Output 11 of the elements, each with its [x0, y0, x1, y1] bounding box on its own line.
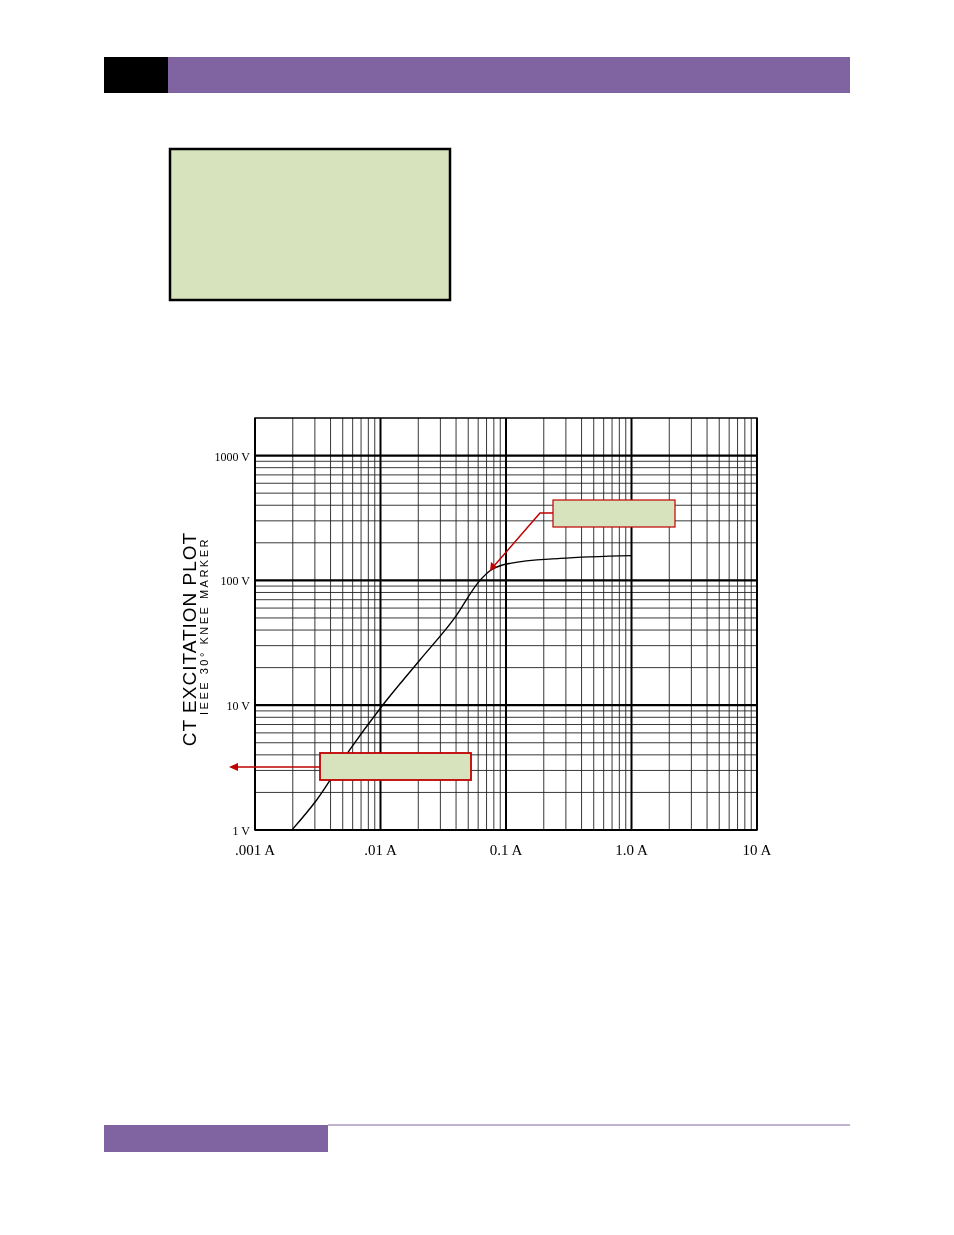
x-tick-label: 0.1 A: [489, 842, 523, 858]
y-axis-title: CT EXCITATION PLOT: [179, 531, 200, 747]
x-tick-label: 10 A: [742, 842, 772, 858]
x-tick-label: .01 A: [364, 842, 397, 858]
y-tick-label: 10 V: [226, 699, 251, 714]
y-tick-label: 1000 V: [214, 449, 251, 464]
x-tick-label: .001 A: [234, 842, 276, 858]
y-tick-label: 100 V: [220, 574, 251, 589]
text: IEEE 30° KNEE MARKER: [198, 537, 210, 715]
x-tick-label: 1.0 A: [615, 842, 648, 858]
y-tick-label: 1 V: [232, 824, 251, 838]
